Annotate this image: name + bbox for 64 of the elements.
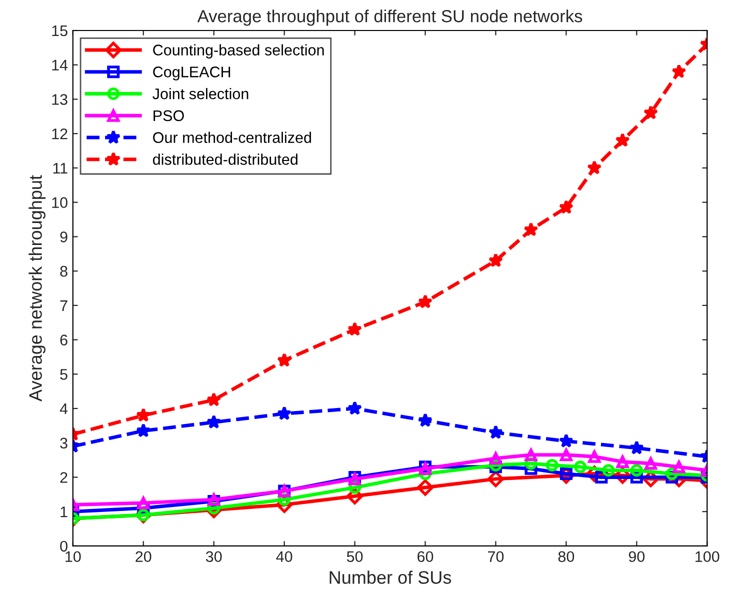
point — [524, 222, 538, 236]
y-tick-label: 2 — [60, 472, 68, 483]
y-tick-label: 14 — [52, 60, 68, 70]
point — [630, 464, 643, 477]
legend-label: Counting-based selection — [153, 44, 324, 58]
point — [643, 105, 658, 120]
y-tick-label: 4 — [60, 404, 68, 414]
y-axis-title: Average network throughput — [28, 175, 46, 402]
legend-label: CogLEACH — [153, 66, 230, 80]
x-tick-label: 50 — [346, 551, 363, 562]
point — [276, 406, 292, 420]
legend-label: Joint selection — [152, 88, 248, 100]
y-tick-label: 11 — [53, 162, 68, 174]
y-tick-label: 3 — [60, 438, 68, 449]
point — [206, 392, 222, 406]
legend-label: distributed-distributed — [152, 154, 298, 165]
point — [644, 457, 658, 470]
point — [488, 424, 504, 439]
y-tick-label: 9 — [60, 232, 68, 242]
chart-title: Average throughput of different SU node networks — [197, 10, 582, 26]
y-tick-label: 15 — [52, 26, 68, 36]
point — [418, 412, 433, 427]
y-tick-label: 6 — [60, 334, 68, 346]
point — [560, 468, 572, 480]
y-tick-label: 13 — [52, 94, 68, 105]
point — [347, 400, 362, 415]
point — [672, 64, 686, 78]
x-tick-label: 80 — [558, 551, 574, 562]
x-tick-label: 30 — [206, 551, 222, 562]
point — [137, 496, 150, 510]
y-tick-label: 12 — [52, 128, 68, 140]
y-tick-label: 8 — [60, 266, 68, 277]
point — [136, 423, 151, 438]
point — [615, 132, 630, 147]
point — [558, 434, 574, 448]
point — [206, 414, 222, 429]
point — [602, 464, 615, 477]
point — [672, 460, 686, 474]
x-axis-title: Number of SUs — [330, 570, 452, 584]
y-tick-label: 0 — [60, 540, 68, 552]
point — [558, 200, 574, 214]
point — [488, 253, 504, 268]
y-tick-label: 1 — [60, 506, 68, 518]
point — [416, 479, 434, 496]
point — [276, 352, 292, 367]
point — [347, 322, 362, 336]
point — [574, 460, 587, 474]
y-tick-label: 7 — [60, 300, 68, 311]
x-tick-label: 40 — [276, 551, 292, 562]
point — [418, 294, 433, 308]
point — [136, 408, 151, 422]
x-tick-label: 60 — [418, 551, 434, 562]
x-tick-label: 20 — [136, 551, 152, 562]
x-tick-label: 90 — [628, 551, 645, 562]
point — [587, 160, 602, 174]
legend-label: Our method-centralized — [153, 132, 311, 143]
point — [629, 440, 644, 454]
y-tick-label: 5 — [60, 369, 68, 380]
x-tick-label: 100 — [696, 551, 720, 562]
point — [588, 450, 601, 463]
y-tick-label: 10 — [52, 197, 68, 208]
legend-label: PSO — [154, 110, 184, 122]
x-tick-label: 70 — [488, 551, 504, 562]
point — [546, 458, 558, 472]
